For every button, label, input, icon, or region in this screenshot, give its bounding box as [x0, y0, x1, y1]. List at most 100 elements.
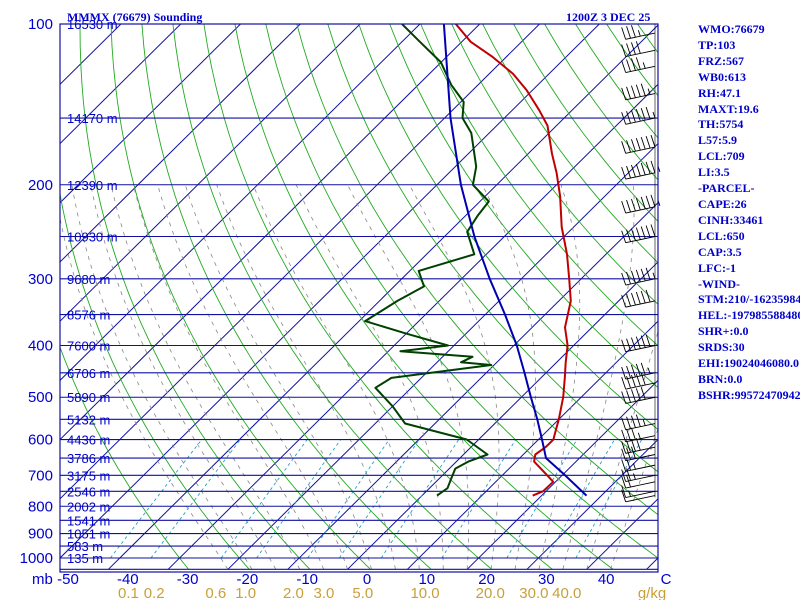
- wind-barb-feather: [626, 428, 631, 441]
- moist-adiabat: [408, 184, 500, 570]
- wind-barb-feather: [626, 447, 631, 460]
- temperature-tick-label: -40: [117, 571, 139, 588]
- isotherm-line: [60, 24, 541, 500]
- moist-adiabat: [132, 184, 325, 570]
- height-label: 8576 m: [67, 308, 110, 323]
- wind-barb-half-feather: [633, 473, 636, 480]
- wind-barb-half-feather: [652, 272, 656, 279]
- wind-barb: [621, 267, 656, 286]
- wind-barb-feather: [621, 417, 627, 430]
- pressure-tick-label: 500: [28, 389, 53, 406]
- wind-barb: [621, 427, 656, 443]
- wind-barb-feather: [631, 446, 636, 459]
- mixing-ratio-line: [150, 439, 241, 559]
- wind-barb-feather: [635, 438, 641, 451]
- dry-adiabat: [110, 24, 371, 570]
- wind-barb-feather: [631, 139, 636, 152]
- wind-barb-feather: [621, 485, 627, 498]
- wind-barb-feather: [635, 291, 641, 305]
- mixing-ratio-line: [546, 439, 615, 559]
- wind-barb: [621, 489, 656, 503]
- height-label: 9680 m: [67, 272, 110, 287]
- wind-barb: [621, 362, 656, 380]
- moist-adiabat: [216, 184, 396, 570]
- wind-barb-feather: [621, 272, 627, 286]
- wind-barb-feather: [640, 226, 646, 239]
- height-label: 5890 m: [67, 390, 110, 405]
- dry-adiabat: [265, 24, 658, 559]
- isotherm-line: [466, 379, 658, 570]
- wind-barb: [621, 106, 656, 125]
- wind-barb-feather: [631, 228, 636, 241]
- dry-adiabat: [60, 346, 189, 570]
- wind-barb-feather: [645, 195, 651, 209]
- wind-barb: [621, 57, 656, 73]
- wind-barb: [621, 446, 656, 462]
- wind-barb-feather: [645, 225, 651, 238]
- wind-barb-feather: [645, 267, 651, 280]
- moist-adiabat: [71, 184, 253, 570]
- wind-barb-half-feather: [637, 432, 641, 439]
- wind-barb-feather: [621, 489, 627, 502]
- index-value: BSHR:9957247094272: [698, 387, 800, 402]
- wind-barb-feather: [621, 200, 627, 214]
- wind-barb-half-feather: [642, 419, 646, 426]
- wind-barb-feather: [621, 366, 627, 380]
- wind-barb-feather: [645, 106, 651, 120]
- isotherm-line: [108, 24, 658, 570]
- moist-adiabat: [610, 427, 658, 570]
- wind-barb-feather: [621, 459, 627, 472]
- pressure-tick-label: 400: [28, 338, 53, 355]
- wind-barb-feather: [621, 141, 627, 154]
- wind-barb-feather: [621, 376, 627, 390]
- pressure-axis-label: mb: [32, 571, 53, 588]
- chart-title: MMMX (76679) Sounding: [67, 10, 203, 24]
- wind-barb-feather: [635, 336, 641, 349]
- height-label: 12390 m: [67, 178, 118, 193]
- index-value: LCL:650: [698, 228, 745, 243]
- wind-barb-feather: [635, 138, 641, 151]
- wind-barb: [621, 224, 656, 244]
- pressure-tick-label: 900: [28, 526, 53, 543]
- wind-barb-staff: [625, 481, 656, 489]
- height-label: 2002 m: [67, 499, 110, 514]
- wind-barb: [621, 485, 656, 498]
- height-label: 7600 m: [67, 339, 110, 354]
- wind-barb-feather: [626, 390, 631, 403]
- wind-barb-feather: [631, 270, 636, 284]
- moist-adiabat: [110, 184, 301, 570]
- wind-barb-feather: [626, 229, 631, 242]
- wind-barb-feather: [621, 475, 627, 489]
- wind-barb-feather: [626, 440, 631, 453]
- mixing-ratio-line: [506, 439, 578, 559]
- mixing-ratio-tick-label: 30.0: [519, 585, 548, 600]
- wind-barb-feather: [631, 198, 636, 212]
- wind-barb-feather: [626, 111, 631, 124]
- index-value: TP:103: [698, 37, 736, 52]
- wind-barb-feather: [635, 388, 641, 401]
- mixing-ratio-tick-label: 2.0: [283, 585, 304, 600]
- wind-barb-half-feather: [642, 62, 646, 69]
- wind-barb-feather: [626, 26, 631, 39]
- wind-barb-feather: [621, 44, 627, 57]
- wind-barb-feather: [640, 136, 646, 150]
- height-label: 135 m: [67, 551, 103, 566]
- plot-area: [60, 24, 658, 570]
- wind-barb-feather: [631, 389, 636, 402]
- isotherm-line: [227, 142, 658, 570]
- moist-adiabat: [586, 329, 658, 570]
- plot-frame: [59, 23, 659, 573]
- temperature-tick-label: -20: [237, 571, 259, 588]
- dry-adiabat: [172, 24, 493, 570]
- wind-barb-feather: [640, 335, 646, 348]
- wind-barb-feather: [650, 224, 656, 237]
- wind-barb: [621, 468, 656, 482]
- wind-barb-feather: [635, 269, 641, 283]
- temperature-tick-label: 40: [598, 571, 615, 588]
- moist-adiabat: [157, 184, 348, 570]
- moist-adiabat: [184, 184, 372, 570]
- wind-barb-feather: [621, 294, 627, 308]
- dry-adiabat: [389, 24, 658, 389]
- wind-barb-feather: [635, 41, 641, 54]
- wind-barb-feather: [631, 415, 636, 428]
